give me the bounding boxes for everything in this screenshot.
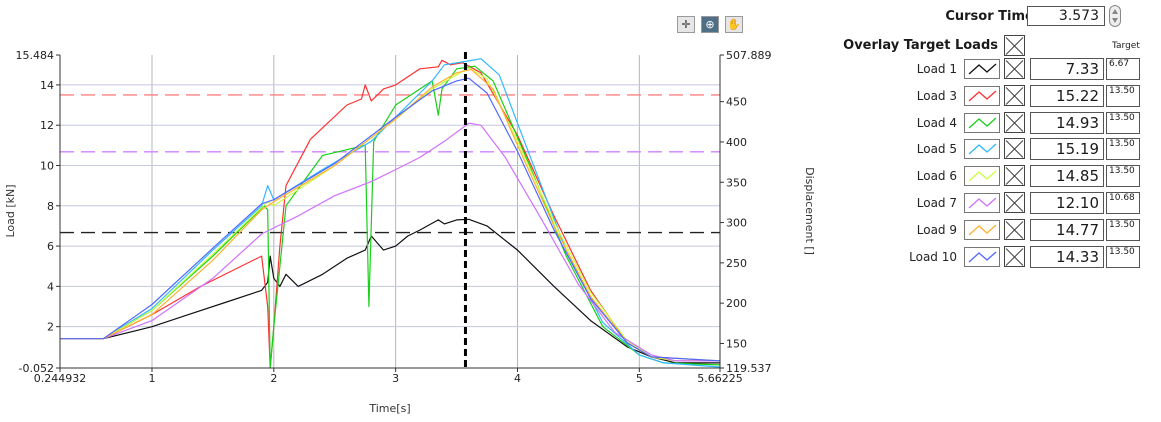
plot-visible-checkbox[interactable] xyxy=(1004,58,1025,79)
y-tick-label: 10 xyxy=(40,159,54,172)
load-label: Load 1 xyxy=(840,62,957,76)
y-tick-label: 15.484 xyxy=(16,49,55,62)
plot-visible-checkbox[interactable] xyxy=(1004,138,1025,159)
load-value: 14.33 xyxy=(1030,246,1104,268)
legend-swatch-icon[interactable] xyxy=(964,247,1000,267)
load-row: Load 5 15.19 13.50 xyxy=(840,138,1161,163)
load-value: 7.33 xyxy=(1030,58,1104,80)
pan-hand-tool-icon[interactable]: ✋ xyxy=(725,16,743,33)
target-value-input[interactable]: 6.67 xyxy=(1106,58,1140,80)
y2-tick-label: 119.537 xyxy=(726,362,772,375)
y-tick-label: 14 xyxy=(40,79,54,92)
decrement-arrow-icon[interactable] xyxy=(1112,18,1118,23)
x-tick-label: 3 xyxy=(392,372,399,385)
y2-tick-label: 350 xyxy=(726,176,747,189)
x-tick-label: 4 xyxy=(514,372,521,385)
plot-visible-checkbox[interactable] xyxy=(1004,165,1025,186)
legend-swatch-icon[interactable] xyxy=(964,113,1000,133)
load-label: Load 5 xyxy=(840,142,957,156)
plot-visible-checkbox[interactable] xyxy=(1004,192,1025,213)
graph-palette: ✛ ⊕ ✋ xyxy=(677,16,743,33)
y2-axis-label: Displacement [] xyxy=(803,167,816,255)
load-row: Load 7 12.10 10.68 xyxy=(840,192,1161,217)
y2-tick-label: 200 xyxy=(726,297,747,310)
y2-tick-label: 300 xyxy=(726,217,747,230)
y2-tick-label: 400 xyxy=(726,136,747,149)
load-label: Load 7 xyxy=(840,196,957,210)
legend-swatch-icon[interactable] xyxy=(964,139,1000,159)
legend-swatch-icon[interactable] xyxy=(964,59,1000,79)
y-tick-label: -0.052 xyxy=(19,362,54,375)
target-value-input[interactable]: 10.68 xyxy=(1106,192,1140,214)
load-row: Load 9 14.77 13.50 xyxy=(840,219,1161,244)
load-value: 14.77 xyxy=(1030,219,1104,241)
y-tick-label: 2 xyxy=(47,321,54,334)
load-value: 15.22 xyxy=(1030,85,1104,107)
load-label: Load 4 xyxy=(840,116,957,130)
zoom-tool-icon[interactable]: ⊕ xyxy=(701,16,719,33)
y2-tick-label: 250 xyxy=(726,257,747,270)
y2-tick-label: 450 xyxy=(726,96,747,109)
y-tick-label: 8 xyxy=(47,200,54,213)
plot-visible-checkbox[interactable] xyxy=(1004,246,1025,267)
load-row: Load 6 14.85 13.50 xyxy=(840,165,1161,190)
cursor-time-input[interactable]: 3.573 xyxy=(1027,6,1105,26)
load-label: Load 3 xyxy=(840,89,957,103)
load-value: 12.10 xyxy=(1030,192,1104,214)
overlay-target-loads-checkbox[interactable] xyxy=(1004,35,1025,56)
legend-swatch-icon[interactable] xyxy=(964,193,1000,213)
plot-area[interactable] xyxy=(60,55,720,368)
x-tick-label: 2 xyxy=(270,372,277,385)
x-tick-label: 1 xyxy=(148,372,155,385)
y2-tick-label: 507.889 xyxy=(726,49,772,62)
plot-visible-checkbox[interactable] xyxy=(1004,85,1025,106)
y-tick-label: 12 xyxy=(40,119,54,132)
y-tick-label: 4 xyxy=(47,280,54,293)
load-value: 14.85 xyxy=(1030,165,1104,187)
load-displacement-graph[interactable]: 0.244932 1 2 3 4 5 5.66225-0.052246810121415.4… xyxy=(0,0,840,422)
x-axis-label: Time[s] xyxy=(368,402,410,415)
target-value-input[interactable]: 13.50 xyxy=(1106,219,1140,241)
x-tick-label: 5 xyxy=(636,372,643,385)
load-label: Load 9 xyxy=(840,223,957,237)
legend-swatch-icon[interactable] xyxy=(964,86,1000,106)
target-column-header: Target xyxy=(1112,41,1140,51)
load-row: Load 1 7.33 6.67 xyxy=(840,58,1161,83)
legend-swatch-icon[interactable] xyxy=(964,220,1000,240)
load-value: 15.19 xyxy=(1030,138,1104,160)
load-label: Load 10 xyxy=(840,250,957,264)
control-panel: Cursor Time (s) 3.573 Overlay Target Loa… xyxy=(840,0,1161,422)
y-tick-label: 6 xyxy=(47,240,54,253)
target-value-input[interactable]: 13.50 xyxy=(1106,246,1140,268)
increment-arrow-icon[interactable] xyxy=(1112,9,1118,14)
legend-swatch-icon[interactable] xyxy=(964,166,1000,186)
y-axis-label: Load [kN] xyxy=(4,184,17,237)
cursor-move-tool-icon[interactable]: ✛ xyxy=(677,16,695,33)
plot-visible-checkbox[interactable] xyxy=(1004,219,1025,240)
overlay-target-loads-label: Overlay Target Loads xyxy=(840,38,998,53)
y2-tick-label: 150 xyxy=(726,337,747,350)
target-value-input[interactable]: 13.50 xyxy=(1106,85,1140,107)
load-row: Load 3 15.22 13.50 xyxy=(840,85,1161,110)
load-label: Load 6 xyxy=(840,169,957,183)
plot-visible-checkbox[interactable] xyxy=(1004,112,1025,133)
load-row: Load 10 14.33 13.50 xyxy=(840,246,1161,271)
load-row: Load 4 14.93 13.50 xyxy=(840,112,1161,137)
target-value-input[interactable]: 13.50 xyxy=(1106,165,1140,187)
cursor-time-spinner[interactable] xyxy=(1109,5,1121,27)
load-value: 14.93 xyxy=(1030,112,1104,134)
target-value-input[interactable]: 13.50 xyxy=(1106,138,1140,160)
target-value-input[interactable]: 13.50 xyxy=(1106,112,1140,134)
